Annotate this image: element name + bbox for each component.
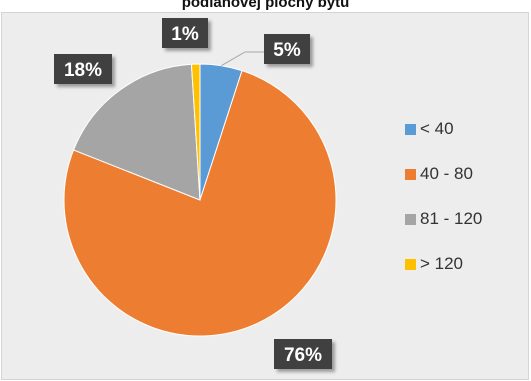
legend-swatch xyxy=(405,168,416,180)
data-label-2: 18% xyxy=(54,54,112,84)
legend-swatch xyxy=(405,258,416,270)
legend-item-1: 40 - 80 xyxy=(405,163,482,185)
svg-text:76%: 76% xyxy=(284,345,322,366)
data-label-3: 1% xyxy=(162,18,208,48)
legend-label: > 120 xyxy=(420,254,464,273)
legend-item-2: 81 - 120 xyxy=(405,208,482,230)
pie-slice-3 xyxy=(190,63,201,201)
legend-item-0: < 40 xyxy=(405,118,482,140)
legend-swatch xyxy=(405,123,416,135)
chart-title: podlahovej plochy bytu xyxy=(181,0,350,11)
legend-label: 81 - 120 xyxy=(420,209,483,228)
svg-text:18%: 18% xyxy=(64,60,102,81)
legend-label: 40 - 80 xyxy=(420,164,473,183)
svg-text:5%: 5% xyxy=(273,40,301,61)
legend-label: < 40 xyxy=(420,119,454,138)
pie-slice-1 xyxy=(63,70,337,337)
svg-text:1%: 1% xyxy=(171,24,199,45)
leader-line xyxy=(221,51,264,67)
data-label-1: 76% xyxy=(274,339,332,369)
data-label-0: 5% xyxy=(264,34,310,64)
legend-item-3: > 120 xyxy=(405,253,482,275)
legend-swatch xyxy=(405,213,416,225)
pie-slice-2 xyxy=(72,63,201,201)
legend: < 40 40 - 80 81 - 120 > 120 xyxy=(405,118,482,298)
